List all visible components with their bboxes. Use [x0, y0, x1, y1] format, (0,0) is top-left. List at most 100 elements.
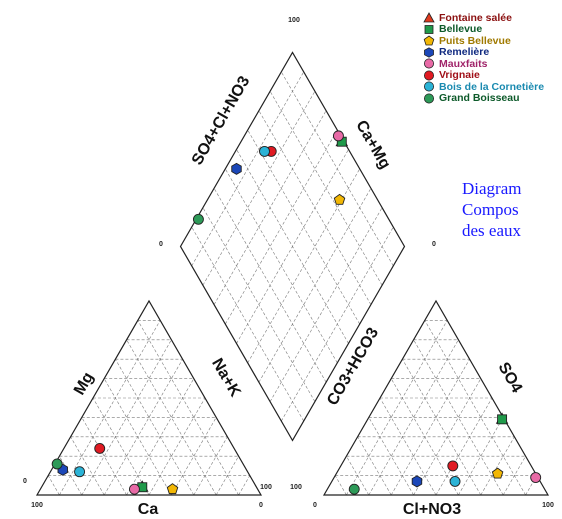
anion-grid-line — [402, 359, 482, 496]
legend-item: Vrignaie — [423, 69, 562, 82]
cation-grid-line — [137, 320, 239, 496]
cation-bottom-axis-title: Ca — [138, 501, 159, 518]
diamond-grid-line — [225, 168, 338, 363]
diamond-grid-line — [247, 129, 360, 325]
diamond-point-bois-de-la-cornetiere — [259, 145, 270, 157]
chart-legend: Fontaine salée Bellevue Puits Bellevue R… — [423, 12, 562, 104]
cation-point-vrignaie — [94, 442, 106, 454]
cation-grid-line — [47, 475, 60, 496]
anion-corner-label-left: 0 — [313, 502, 317, 509]
diamond-point-grand-boisseau — [192, 213, 204, 225]
diamond-grid-line — [213, 110, 327, 305]
legend-item: Bellevue — [423, 23, 562, 36]
cation-point-bois-de-la-cornetiere — [74, 466, 86, 478]
anion-grid-line — [424, 320, 526, 496]
cation-grid-line — [70, 436, 105, 496]
legend-marker-bois-de-la-corneti-re — [424, 81, 434, 92]
legend-marker-mauxfaits — [424, 58, 434, 69]
legend-label: Mauxfaits — [439, 57, 488, 70]
anion-grid-line — [435, 397, 493, 496]
anion-grid-line — [357, 436, 392, 496]
legend-label: Remelière — [439, 46, 490, 59]
diamond-point-puits-bellevue — [333, 193, 346, 205]
legend-marker-remeliere — [424, 47, 434, 58]
diamond-point-mauxfaits — [332, 130, 344, 142]
anion-bottom-axis-title: Cl+NO3 — [403, 501, 461, 518]
anion-point-bellevue — [497, 414, 508, 425]
diamond-grid-line — [281, 71, 394, 266]
legend-label: Puits Bellevue — [439, 34, 511, 47]
legend-item: Grand Boisseau — [423, 92, 562, 104]
cation-corner-label-ca: 100 — [31, 502, 43, 509]
legend-label: Bellevue — [439, 23, 483, 36]
anion-point-grand-boisseau — [348, 483, 360, 495]
legend-marker-fontaine-salee — [423, 12, 435, 23]
diamond-left-axis-title: SO4+Cl+NO3 — [189, 73, 254, 168]
caption-line-1: Diagram — [462, 179, 522, 198]
cation-right-axis-title: Na+K — [208, 356, 244, 401]
legend-item: Remelière — [423, 46, 562, 59]
diamond-grid-line — [202, 91, 316, 286]
anion-grid-line — [525, 475, 538, 496]
legend-item: Bois de la Cornetière — [423, 81, 562, 93]
cation-grid-line — [193, 436, 228, 496]
anion-grid-line — [334, 475, 347, 496]
cation-grid-line — [103, 378, 172, 496]
diamond-grid-line — [258, 110, 372, 305]
cation-grid-line — [59, 456, 83, 496]
diamond-grid-line — [236, 149, 349, 344]
anion-grid-line — [390, 378, 459, 496]
figure-caption: Diagram Compos des eaux — [462, 178, 562, 241]
caption-line-3: des eaux — [462, 221, 522, 240]
cation-grid-line — [92, 397, 150, 496]
cation-grid-line — [115, 359, 195, 496]
diamond-grid-line — [225, 129, 338, 325]
cation-base-label-right: 100 — [260, 484, 272, 491]
anion-grid-line — [379, 397, 437, 496]
legend-marker-vrignaie — [424, 70, 434, 81]
diagram-grid — [47, 71, 538, 496]
diagram-outlines — [35, 51, 550, 496]
diamond-grid-line — [202, 207, 316, 402]
legend-marker-grand-boisseau — [424, 93, 434, 104]
diamond-grid-line — [269, 207, 383, 402]
anion-grid-line — [480, 436, 515, 496]
legend-item: Mauxfaits — [423, 58, 562, 70]
legend-label: Fontaine salée — [439, 12, 512, 24]
legend-item: Fontaine salée — [423, 12, 562, 24]
legend-label: Grand Boisseau — [439, 92, 520, 104]
anion-triangle-outline — [322, 299, 550, 496]
cation-base-label-left: 0 — [23, 478, 27, 485]
cation-left-axis-title: Mg — [71, 369, 97, 398]
anion-point-remeliere — [411, 475, 423, 488]
anion-point-vrignaie — [447, 460, 459, 472]
cation-grid-line — [103, 359, 183, 496]
diamond-outline — [179, 51, 406, 442]
diamond-right-axis-title: Ca+Mg — [352, 118, 393, 172]
diamond-grid-line — [191, 71, 304, 266]
cation-grid-line — [59, 320, 161, 496]
cation-point-puits-bellevue — [166, 483, 179, 495]
anion-grid-line — [390, 359, 470, 496]
anion-grid-line — [346, 456, 370, 496]
anion-point-bois-de-la-cornetiere — [449, 475, 461, 487]
anion-left-axis-title: CO3+HCO3 — [324, 325, 382, 409]
cation-point-mauxfaits — [128, 483, 140, 495]
legend-label: Bois de la Cornetière — [439, 80, 545, 93]
diamond-corner-label-top: 100 — [288, 17, 300, 24]
data-points — [51, 130, 542, 495]
cation-grid-line — [238, 475, 251, 496]
legend-marker-bellevue — [424, 24, 434, 34]
cation-point-grand-boisseau — [51, 458, 63, 470]
cation-triangle-outline — [35, 299, 263, 496]
diamond-point-remeliere — [231, 162, 242, 175]
legend-marker-puits-bellevue — [423, 35, 435, 46]
diamond-corner-label-left: 0 — [159, 241, 163, 248]
cation-corner-label-right: 0 — [259, 502, 263, 509]
anion-right-axis-title: SO4 — [495, 360, 526, 396]
anion-point-puits-bellevue — [491, 467, 504, 479]
anion-corner-label-right: 100 — [542, 502, 554, 509]
cation-grid-line — [148, 397, 206, 496]
legend-label: Vrignaie — [439, 69, 480, 82]
anion-grid-line — [346, 320, 448, 496]
